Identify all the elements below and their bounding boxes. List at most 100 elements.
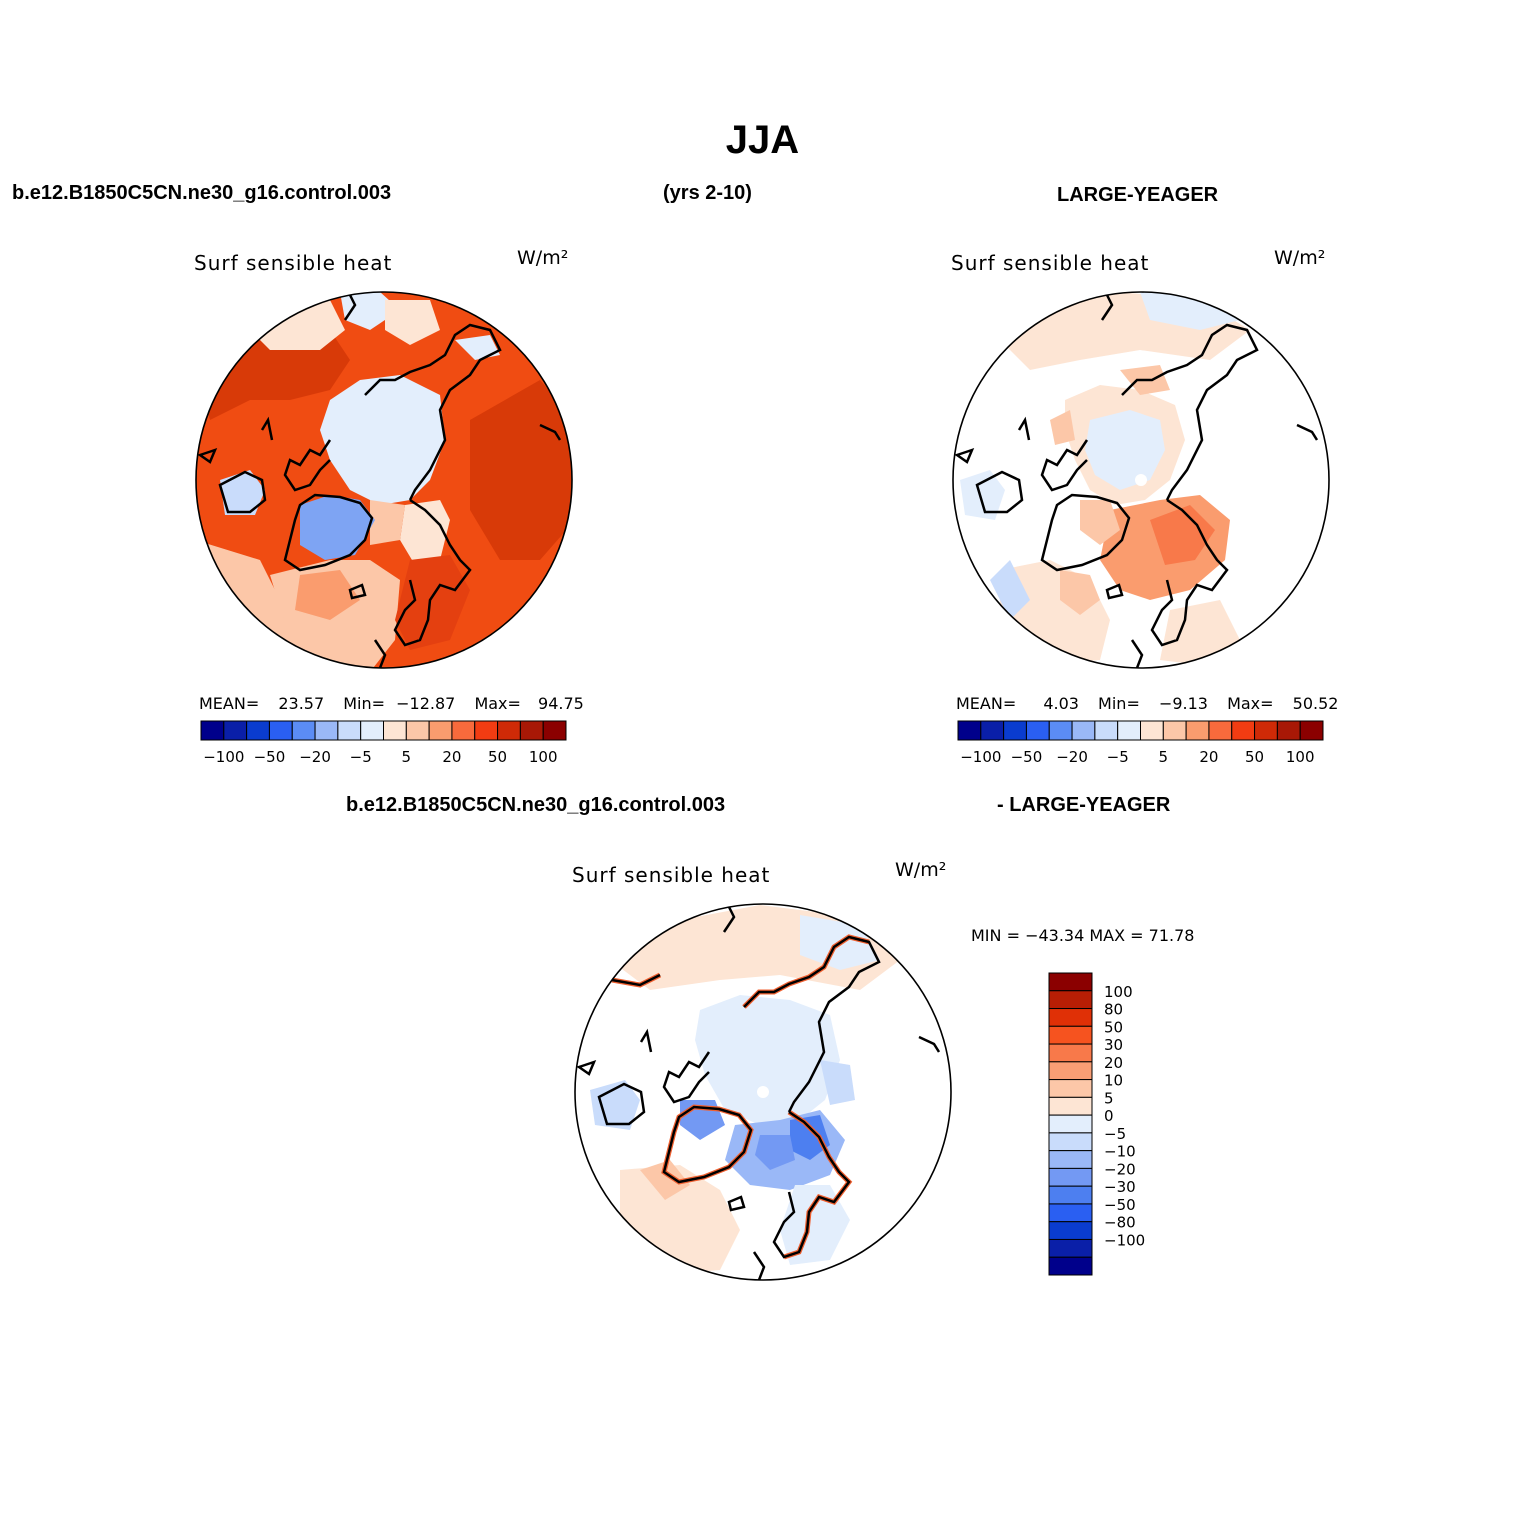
panel2-colorbar-swatch — [1254, 720, 1278, 741]
panel1-colorbar-tick-label: 100 — [529, 748, 558, 766]
panel2-colorbar-tick-label: 20 — [1199, 748, 1218, 766]
panel2-variable: Surf sensible heat — [951, 251, 1150, 275]
panel1-min-value: −12.87 — [396, 694, 456, 713]
panel1-colorbar-swatch — [360, 720, 384, 741]
panel2-colorbar-swatch — [1185, 720, 1210, 741]
panel2-colorbar-swatch — [980, 720, 1005, 741]
panel1-colorbar-swatch — [291, 720, 316, 741]
panel1-mean-value: 23.57 — [278, 694, 325, 713]
panel1-colorbar-swatch — [246, 720, 270, 741]
diff-reference-name: - LARGE-YEAGER — [997, 794, 1171, 816]
panel3-colorbar-swatch — [1048, 1150, 1093, 1169]
panel2-colorbar: −100 −50 −20 −5 5 20 50 100 — [957, 720, 1324, 766]
panel1-colorbar-tick-label: 20 — [442, 748, 461, 766]
panel2-colorbar-swatch — [1025, 720, 1050, 741]
panel2-colorbar-swatch — [1140, 720, 1164, 741]
panel2-colorbar-swatch — [1071, 720, 1096, 741]
panel2-max-label: Max= — [1227, 694, 1274, 713]
panel3-colorbar-tick-label: −100 — [1104, 1231, 1145, 1249]
panel3-stats: MIN = −43.34 MAX = 71.78 — [971, 926, 1195, 945]
panel3-colorbar-tick-label: 20 — [1104, 1054, 1123, 1072]
panel3-colorbar-swatch — [1048, 1061, 1093, 1081]
panel3-colorbar-tick-label: 30 — [1104, 1036, 1123, 1054]
panel1-colorbar-swatch — [451, 720, 476, 741]
panel2-colorbar-swatch — [1162, 720, 1187, 741]
panel1-variable: Surf sensible heat — [194, 251, 393, 275]
panel1-max-label: Max= — [474, 694, 521, 713]
panel2-colorbar-tick-label: −20 — [1056, 748, 1088, 766]
panel3-colorbar-swatch — [1048, 1256, 1093, 1276]
panel3-colorbar-tick-label: 10 — [1104, 1072, 1123, 1090]
panel1-colorbar-tick-label: −20 — [299, 748, 331, 766]
panel3-colorbar-tick-label: 0 — [1104, 1107, 1114, 1125]
panel3-colorbar-tick-label: −20 — [1104, 1160, 1136, 1178]
panel3-colorbar-swatch — [1048, 990, 1093, 1010]
panel1-colorbar-swatch — [542, 720, 567, 741]
panel2-colorbar-tick-label: 5 — [1159, 748, 1169, 766]
panel2-colorbar-swatch — [1003, 720, 1027, 741]
panel3-colorbar-swatch — [1048, 1096, 1093, 1116]
panel3-colorbar-tick-label: −30 — [1104, 1178, 1136, 1196]
panel3-colorbar-swatch — [1048, 1221, 1093, 1240]
panel1-colorbar-swatch — [383, 720, 407, 741]
figure-title: JJA — [725, 118, 800, 162]
panel1-colorbar-tick-label: −100 — [203, 748, 244, 766]
panel1-polar-map — [195, 291, 573, 669]
panel3-colorbar-swatch — [1048, 1203, 1093, 1223]
panel2-colorbar-tick-label: 100 — [1286, 748, 1315, 766]
panel2-polar-map — [952, 291, 1330, 669]
panel2-mean-label: MEAN= — [956, 694, 1017, 713]
panel3-colorbar-swatch — [1048, 1185, 1093, 1205]
panel3-colorbar-tick-label: 80 — [1104, 1001, 1123, 1019]
years-label: (yrs 2-10) — [663, 182, 752, 204]
panel1-colorbar-tick-label: −50 — [254, 748, 286, 766]
panel3-polar-map — [574, 903, 952, 1281]
diff-case-name: b.e12.B1850C5CN.ne30_g16.control.003 — [346, 794, 726, 816]
panel1-colorbar-swatch — [428, 720, 453, 741]
panel3-colorbar-tick-label: −80 — [1104, 1214, 1136, 1232]
panel2-colorbar-tick-label: −100 — [960, 748, 1001, 766]
panel3-colorbar-swatch — [1048, 1114, 1093, 1134]
panel2-colorbar-swatch — [1094, 720, 1119, 741]
panel3-variable: Surf sensible heat — [572, 863, 771, 887]
panel3-colorbar-swatch — [1048, 1238, 1093, 1258]
panel2-colorbar-swatch — [957, 720, 982, 741]
panel1-colorbar-swatch — [337, 720, 362, 741]
panel1-colorbar: −100 −50 −20 −5 5 20 50 100 — [200, 720, 567, 766]
panel3-colorbar-swatch — [1048, 1008, 1093, 1027]
panel2-colorbar-swatch — [1276, 720, 1301, 741]
panel1-colorbar-tick-label: −5 — [350, 748, 372, 766]
panel3-colorbar-tick-label: −5 — [1104, 1125, 1126, 1143]
panel3-units: W/m² — [895, 859, 947, 881]
panel2-colorbar-swatch — [1231, 720, 1256, 741]
panel1-colorbar-swatch — [268, 720, 293, 741]
panel1-colorbar-swatch — [200, 720, 225, 741]
panel2-colorbar-swatch — [1299, 720, 1324, 741]
panel1-colorbar-tick-label: 5 — [402, 748, 412, 766]
panel2-colorbar-swatch — [1208, 720, 1233, 741]
panel3-colorbar-swatch — [1048, 1043, 1093, 1063]
panel2-mean-value: 4.03 — [1043, 694, 1079, 713]
panel1-colorbar-swatch — [405, 720, 430, 741]
panel2-stats: MEAN= 4.03 Min= −9.13 Max= 50.52 — [956, 694, 1338, 713]
panel1-mean-label: MEAN= — [199, 694, 260, 713]
panel3-colorbar-tick-label: −10 — [1104, 1143, 1136, 1161]
panel1-min-label: Min= — [343, 694, 386, 713]
panel3-colorbar-tick-label: 100 — [1104, 983, 1133, 1001]
panel3-colorbar-tick-label: 5 — [1104, 1089, 1114, 1107]
panel3-colorbar-swatch — [1048, 1167, 1093, 1187]
panel2-colorbar-tick-label: 50 — [1245, 748, 1264, 766]
panel3-colorbar-swatch — [1048, 972, 1093, 992]
panel3-colorbar-swatch — [1048, 1025, 1093, 1045]
case-name-left: b.e12.B1850C5CN.ne30_g16.control.003 — [12, 182, 392, 204]
reference-name: LARGE-YEAGER — [1057, 184, 1219, 206]
panel1-colorbar-swatch — [519, 720, 544, 741]
panel3-colorbar-swatch — [1048, 1132, 1093, 1152]
panel2-colorbar-tick-label: −5 — [1107, 748, 1129, 766]
panel2-colorbar-tick-label: −50 — [1011, 748, 1043, 766]
panel1-stats: MEAN= 23.57 Min= −12.87 Max= 94.75 — [199, 694, 584, 713]
panel1-colorbar-swatch — [497, 720, 521, 741]
panel3-colorbar-tick-label: 50 — [1104, 1018, 1123, 1036]
